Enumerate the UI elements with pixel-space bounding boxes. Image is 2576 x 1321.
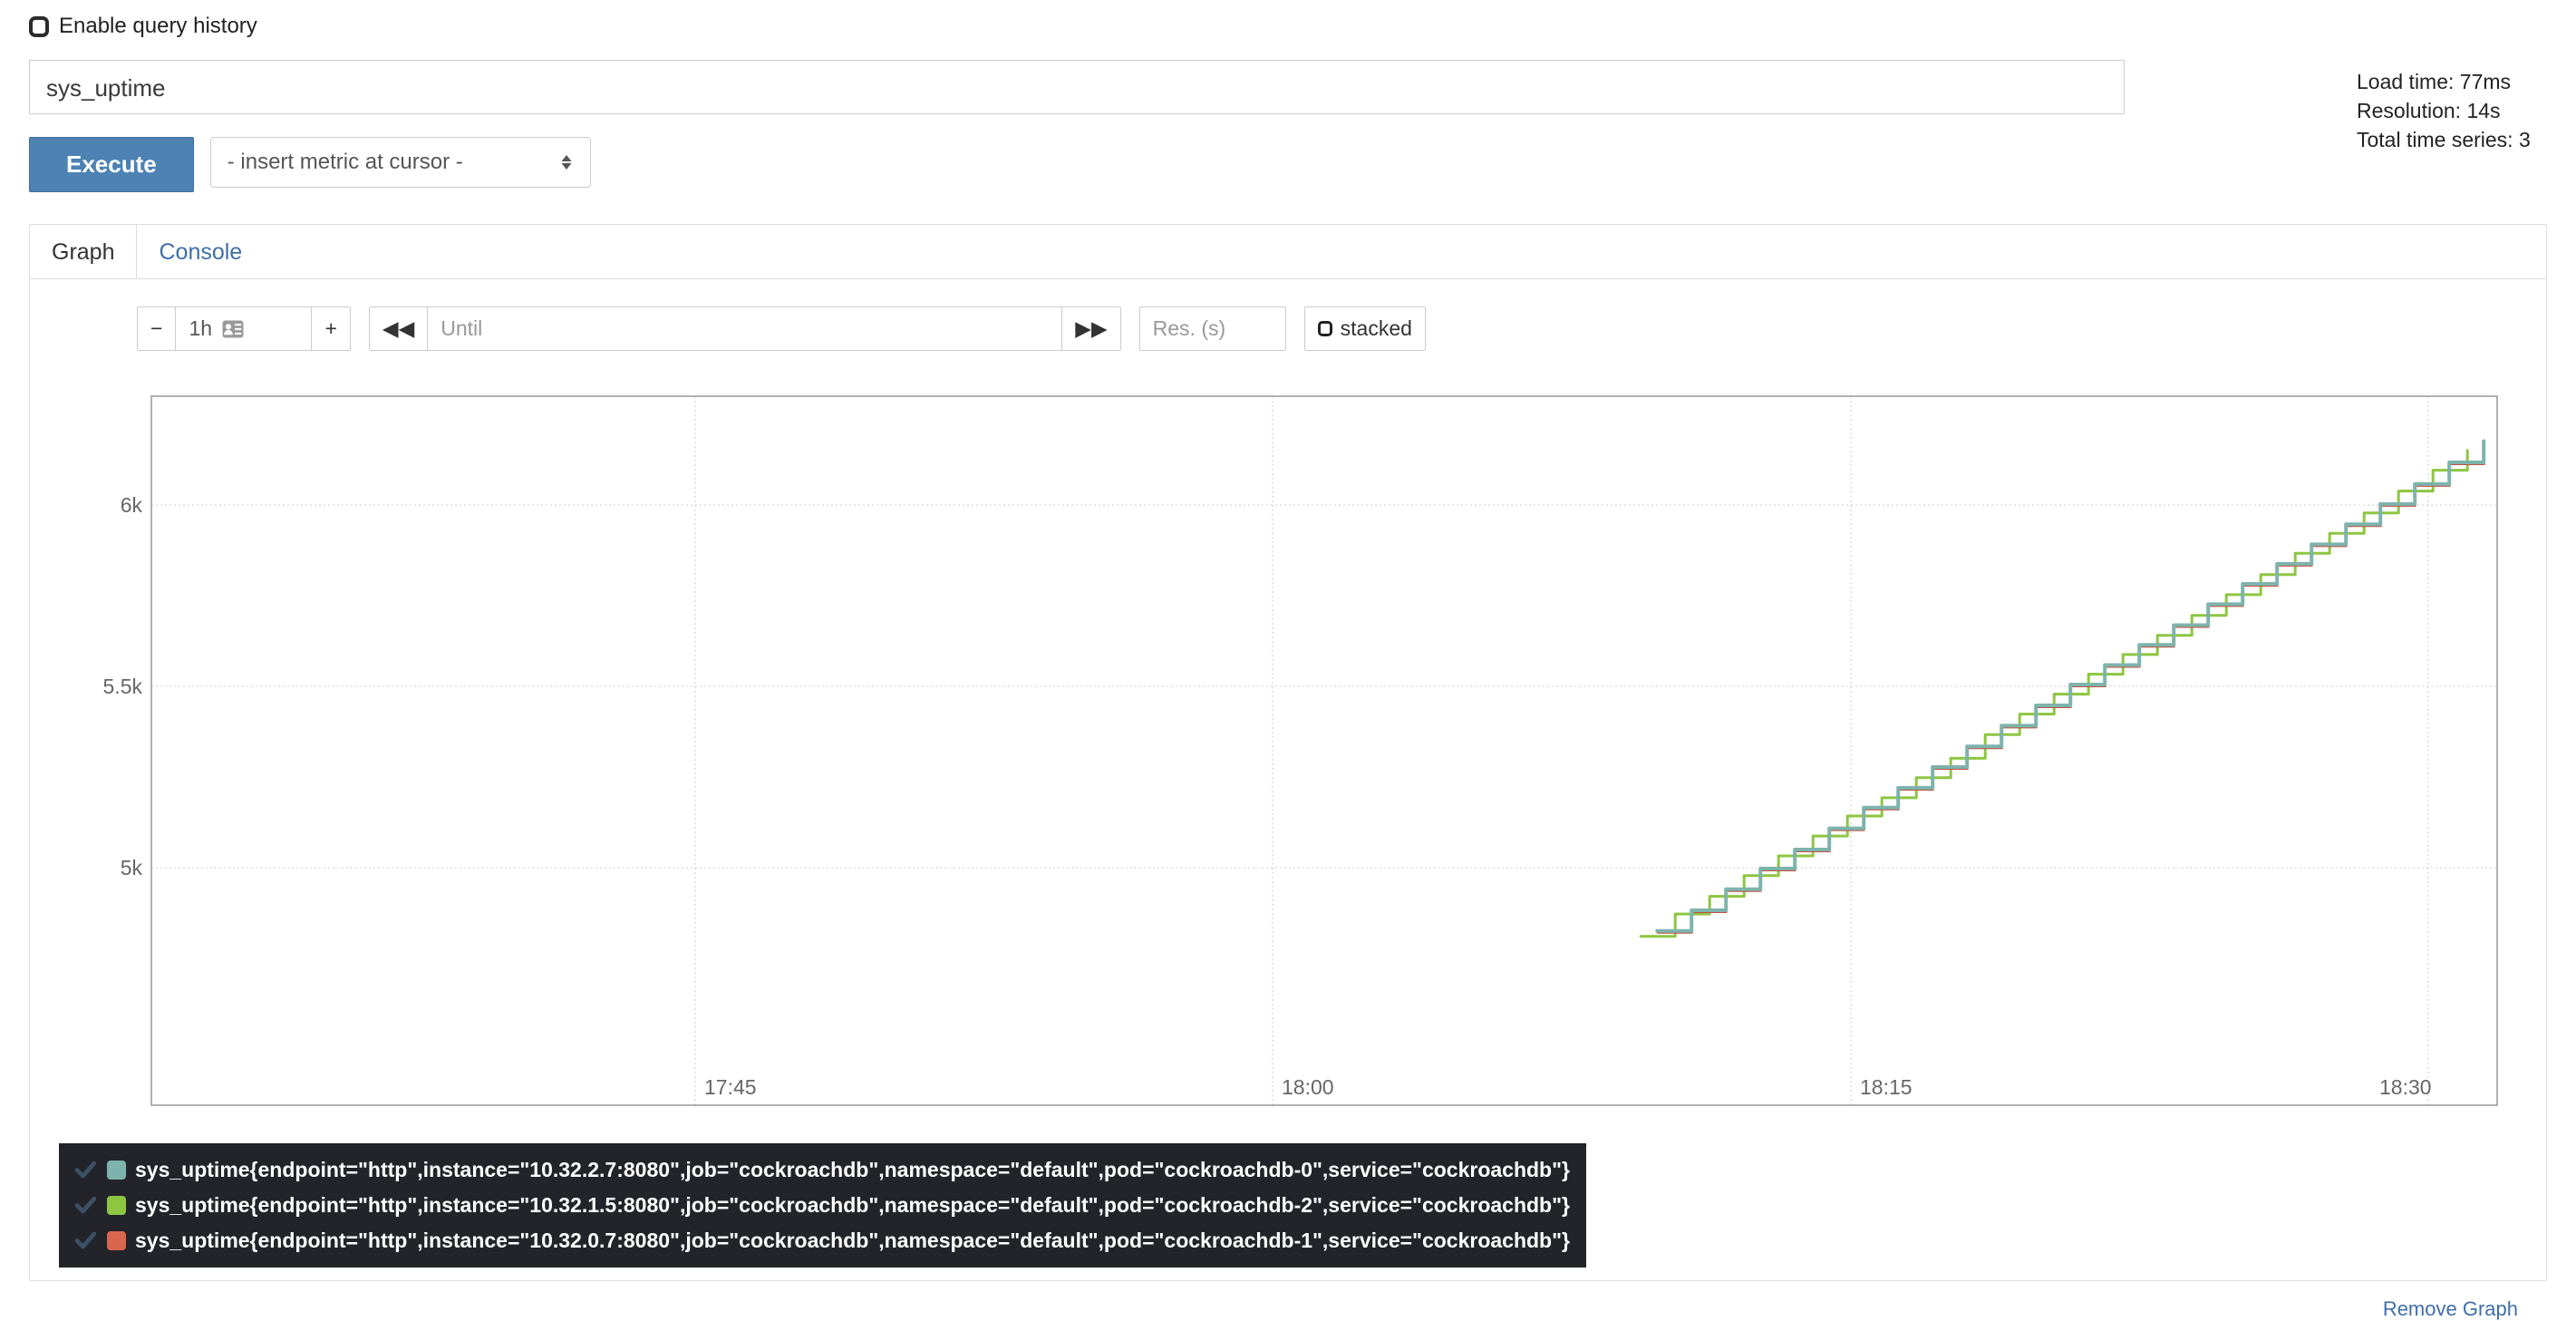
svg-text:5.5k: 5.5k — [103, 675, 143, 698]
svg-text:17:45: 17:45 — [704, 1075, 757, 1099]
svg-text:5k: 5k — [121, 856, 143, 879]
svg-text:18:00: 18:00 — [1282, 1075, 1334, 1099]
svg-text:18:30: 18:30 — [2379, 1075, 2432, 1099]
svg-text:6k: 6k — [121, 493, 143, 517]
svg-text:18:15: 18:15 — [1860, 1075, 1913, 1099]
